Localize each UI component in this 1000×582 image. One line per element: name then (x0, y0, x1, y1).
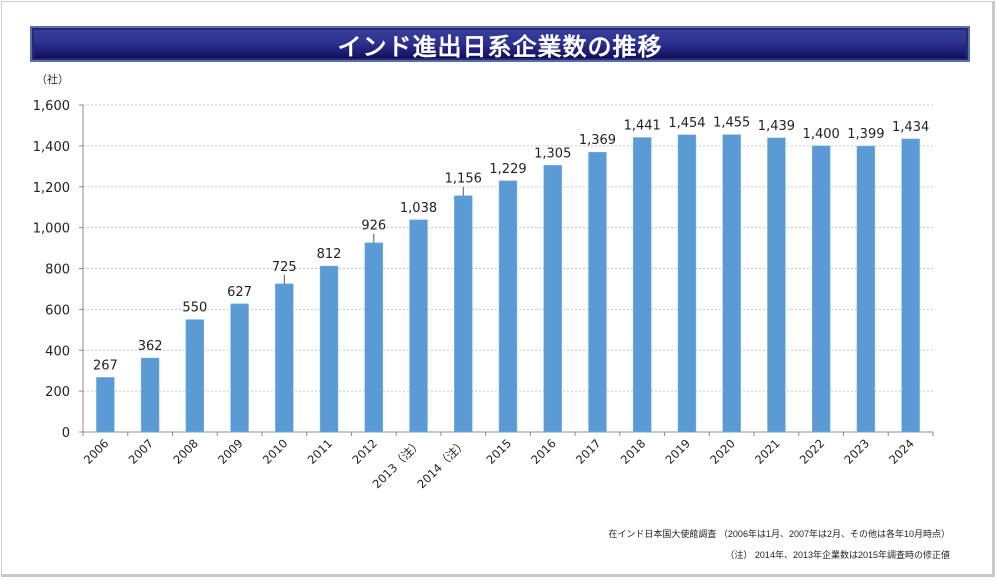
y-tick-label: 800 (45, 263, 70, 278)
data-label: 362 (138, 339, 163, 354)
bar (319, 265, 339, 433)
x-tick-label: 2020 (707, 436, 738, 467)
data-label: 1,400 (803, 127, 840, 142)
x-tick-label: 2019 (662, 436, 693, 467)
x-tick-label: 2007 (126, 436, 157, 467)
y-axis-unit-label: （社） (36, 74, 69, 86)
bar (677, 134, 697, 433)
data-label: 627 (227, 285, 252, 300)
data-label: 1,454 (668, 116, 705, 131)
bar (185, 319, 205, 433)
data-label: 725 (272, 260, 297, 275)
x-tick-label: 2008 (170, 436, 201, 467)
x-tick-label: 2006 (81, 436, 112, 467)
bar (588, 151, 607, 433)
bar (409, 219, 428, 433)
data-label: 1,399 (847, 127, 884, 142)
bar (96, 377, 115, 433)
bar (543, 165, 562, 433)
bar (454, 195, 473, 433)
x-tick-label: 2016 (528, 436, 559, 467)
y-tick-label: 0 (62, 426, 70, 441)
data-label: 1,156 (445, 172, 482, 187)
bar (364, 242, 383, 433)
chart-title: インド進出日系企業数の推移 (337, 32, 663, 61)
y-tick-label: 400 (45, 344, 70, 359)
title-banner: インド進出日系企業数の推移 (30, 26, 970, 62)
y-tick-label: 1,200 (33, 181, 70, 196)
bar (140, 357, 160, 433)
x-tick-label: 2015 (484, 436, 515, 467)
bar (767, 137, 786, 433)
x-tick-label: 2018 (618, 436, 649, 467)
x-tick-label: 2009 (215, 436, 246, 467)
data-label: 1,434 (892, 120, 929, 135)
x-tick-label: 2023 (841, 436, 872, 467)
x-tick-label: 2011 (305, 436, 336, 467)
y-tick-label: 1,600 (33, 99, 70, 114)
bar (230, 303, 249, 433)
bar (856, 145, 876, 433)
x-tick-label: 2021 (752, 436, 783, 467)
x-tick-label: 2022 (797, 436, 828, 467)
data-label: 1,229 (489, 162, 526, 177)
x-tick-label: 2012 (349, 436, 380, 467)
data-label: 550 (182, 301, 207, 316)
bar (811, 145, 831, 433)
bar (275, 283, 294, 433)
y-tick-label: 1,400 (33, 140, 70, 155)
data-label: 1,455 (713, 116, 750, 131)
x-tick-label: 2024 (886, 436, 917, 467)
x-tick-label: 2010 (260, 436, 291, 467)
data-label: 1,305 (534, 146, 571, 161)
data-label: 1,441 (624, 118, 661, 133)
bar (633, 137, 652, 433)
bar (901, 138, 920, 433)
data-label: 1,038 (400, 201, 437, 216)
x-tick-label: 2017 (573, 436, 604, 467)
data-label: 1,369 (579, 133, 616, 148)
data-label: 812 (317, 247, 342, 262)
data-label: 926 (361, 219, 386, 234)
bar (722, 134, 741, 433)
bar (498, 180, 518, 433)
data-label: 1,439 (758, 119, 795, 134)
y-tick-label: 200 (45, 385, 70, 400)
y-tick-label: 600 (45, 303, 70, 318)
y-tick-label: 1,000 (33, 222, 70, 237)
data-label: 267 (93, 358, 118, 373)
source-note: 在インド日本国大使館調査 （2006年は1月、2007年は2月、その他は各年10… (608, 529, 950, 539)
footnote: （注） 2014年、2013年企業数は2015年調査時の修正値 (725, 550, 950, 560)
